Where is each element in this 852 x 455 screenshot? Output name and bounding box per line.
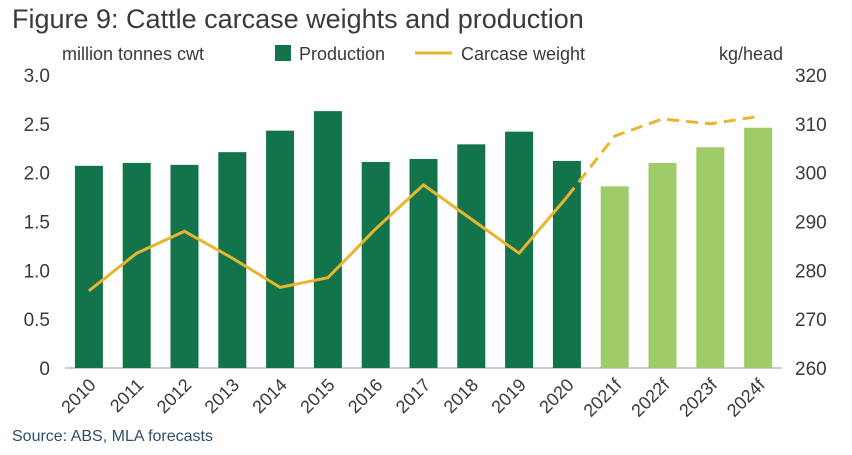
x-tick-label: 2011 [106,375,148,417]
x-tick-label: 2016 [344,375,386,417]
carcase-weight-forecast-line [565,115,759,199]
legend-swatch-production [275,45,291,61]
legend-label-production: Production [299,44,385,64]
x-tick-label: 2012 [153,375,195,417]
legend-label-carcase-weight: Carcase weight [461,44,585,64]
x-tick-label: 2024f [723,374,770,421]
legend: Production Carcase weight [275,44,585,64]
carcase-weight-line [87,183,569,292]
production-bar [361,161,390,368]
y-right-tick-label: 270 [795,310,827,331]
production-bar [122,162,151,368]
x-tick-label: 2018 [440,375,482,417]
y-right-tick-label: 320 [795,66,827,87]
production-bar [744,127,773,369]
production-bar [600,186,629,368]
bars [74,111,773,369]
x-tick-label: 2021f [580,374,627,421]
chart-title: Figure 9: Cattle carcase weights and pro… [12,4,584,34]
production-bar [266,130,295,368]
x-tick-label: 2023f [675,374,722,421]
x-tick-label: 2013 [201,375,243,417]
x-tick-label: 2020 [535,375,577,417]
production-bar [74,165,103,368]
x-tick-label: 2022f [627,374,674,421]
y-left-axis-label: million tonnes cwt [62,44,204,64]
y-left-tick-label: 1.0 [24,261,50,282]
y-left-tick-label: 3.0 [24,66,50,87]
production-bar [696,147,725,368]
production-bar [457,144,486,368]
production-bar [505,131,534,368]
production-bar [218,152,247,368]
x-tick-label: 2014 [248,375,290,417]
y-left-tick-label: 0 [39,359,50,380]
y-left-tick-label: 2.5 [24,115,50,136]
y-right-axis-label: kg/head [719,44,783,64]
production-bar [552,160,581,368]
y-right-tick-label: 300 [795,164,827,185]
x-tick-label: 2010 [57,375,99,417]
x-tick-label: 2017 [392,375,434,417]
production-bar [313,111,342,369]
y-right-tick-label: 260 [795,359,827,380]
y-right-tick-label: 310 [795,115,827,136]
y-right-tick-label: 280 [795,261,827,282]
source-note: Source: ABS, MLA forecasts [12,428,213,445]
x-tick-label: 2015 [296,375,338,417]
y-left-tick-label: 0.5 [24,310,50,331]
y-left-tick-label: 1.5 [24,213,50,234]
line-series [87,115,759,292]
y-right-tick-label: 290 [795,213,827,234]
x-tick-label: 2019 [487,375,529,417]
production-bar [170,164,199,368]
y-left-tick-label: 2.0 [24,164,50,185]
production-bar [648,162,677,368]
